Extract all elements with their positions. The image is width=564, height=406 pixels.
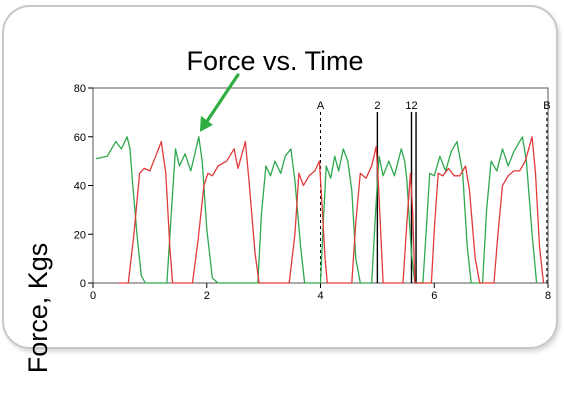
x-tick-label: 6 xyxy=(431,290,437,302)
y-tick-label: 0 xyxy=(80,278,86,290)
y-tick-label: 80 xyxy=(74,83,86,95)
chart-card xyxy=(2,5,558,349)
x-tick-label: 8 xyxy=(545,290,551,302)
marker-label: A xyxy=(317,100,325,112)
y-tick-label: 60 xyxy=(74,132,86,144)
x-tick-label: 4 xyxy=(317,290,323,302)
marker-label: B xyxy=(543,100,550,112)
series-line-0 xyxy=(95,136,538,284)
y-tick-label: 20 xyxy=(74,229,86,241)
series-line-1 xyxy=(118,136,545,284)
y-tick-label: 40 xyxy=(74,181,86,193)
x-tick-label: 2 xyxy=(204,290,210,302)
arrow-shaft xyxy=(204,73,240,125)
chart-title: Force vs. Time xyxy=(186,46,364,76)
arrow-head xyxy=(199,115,213,132)
x-tick-label: 0 xyxy=(90,290,96,302)
annotation-arrow xyxy=(199,73,240,132)
series-group xyxy=(95,136,545,284)
axes xyxy=(88,87,549,288)
marker-label: 2 xyxy=(374,100,380,112)
marker-label: 12 xyxy=(405,100,417,112)
